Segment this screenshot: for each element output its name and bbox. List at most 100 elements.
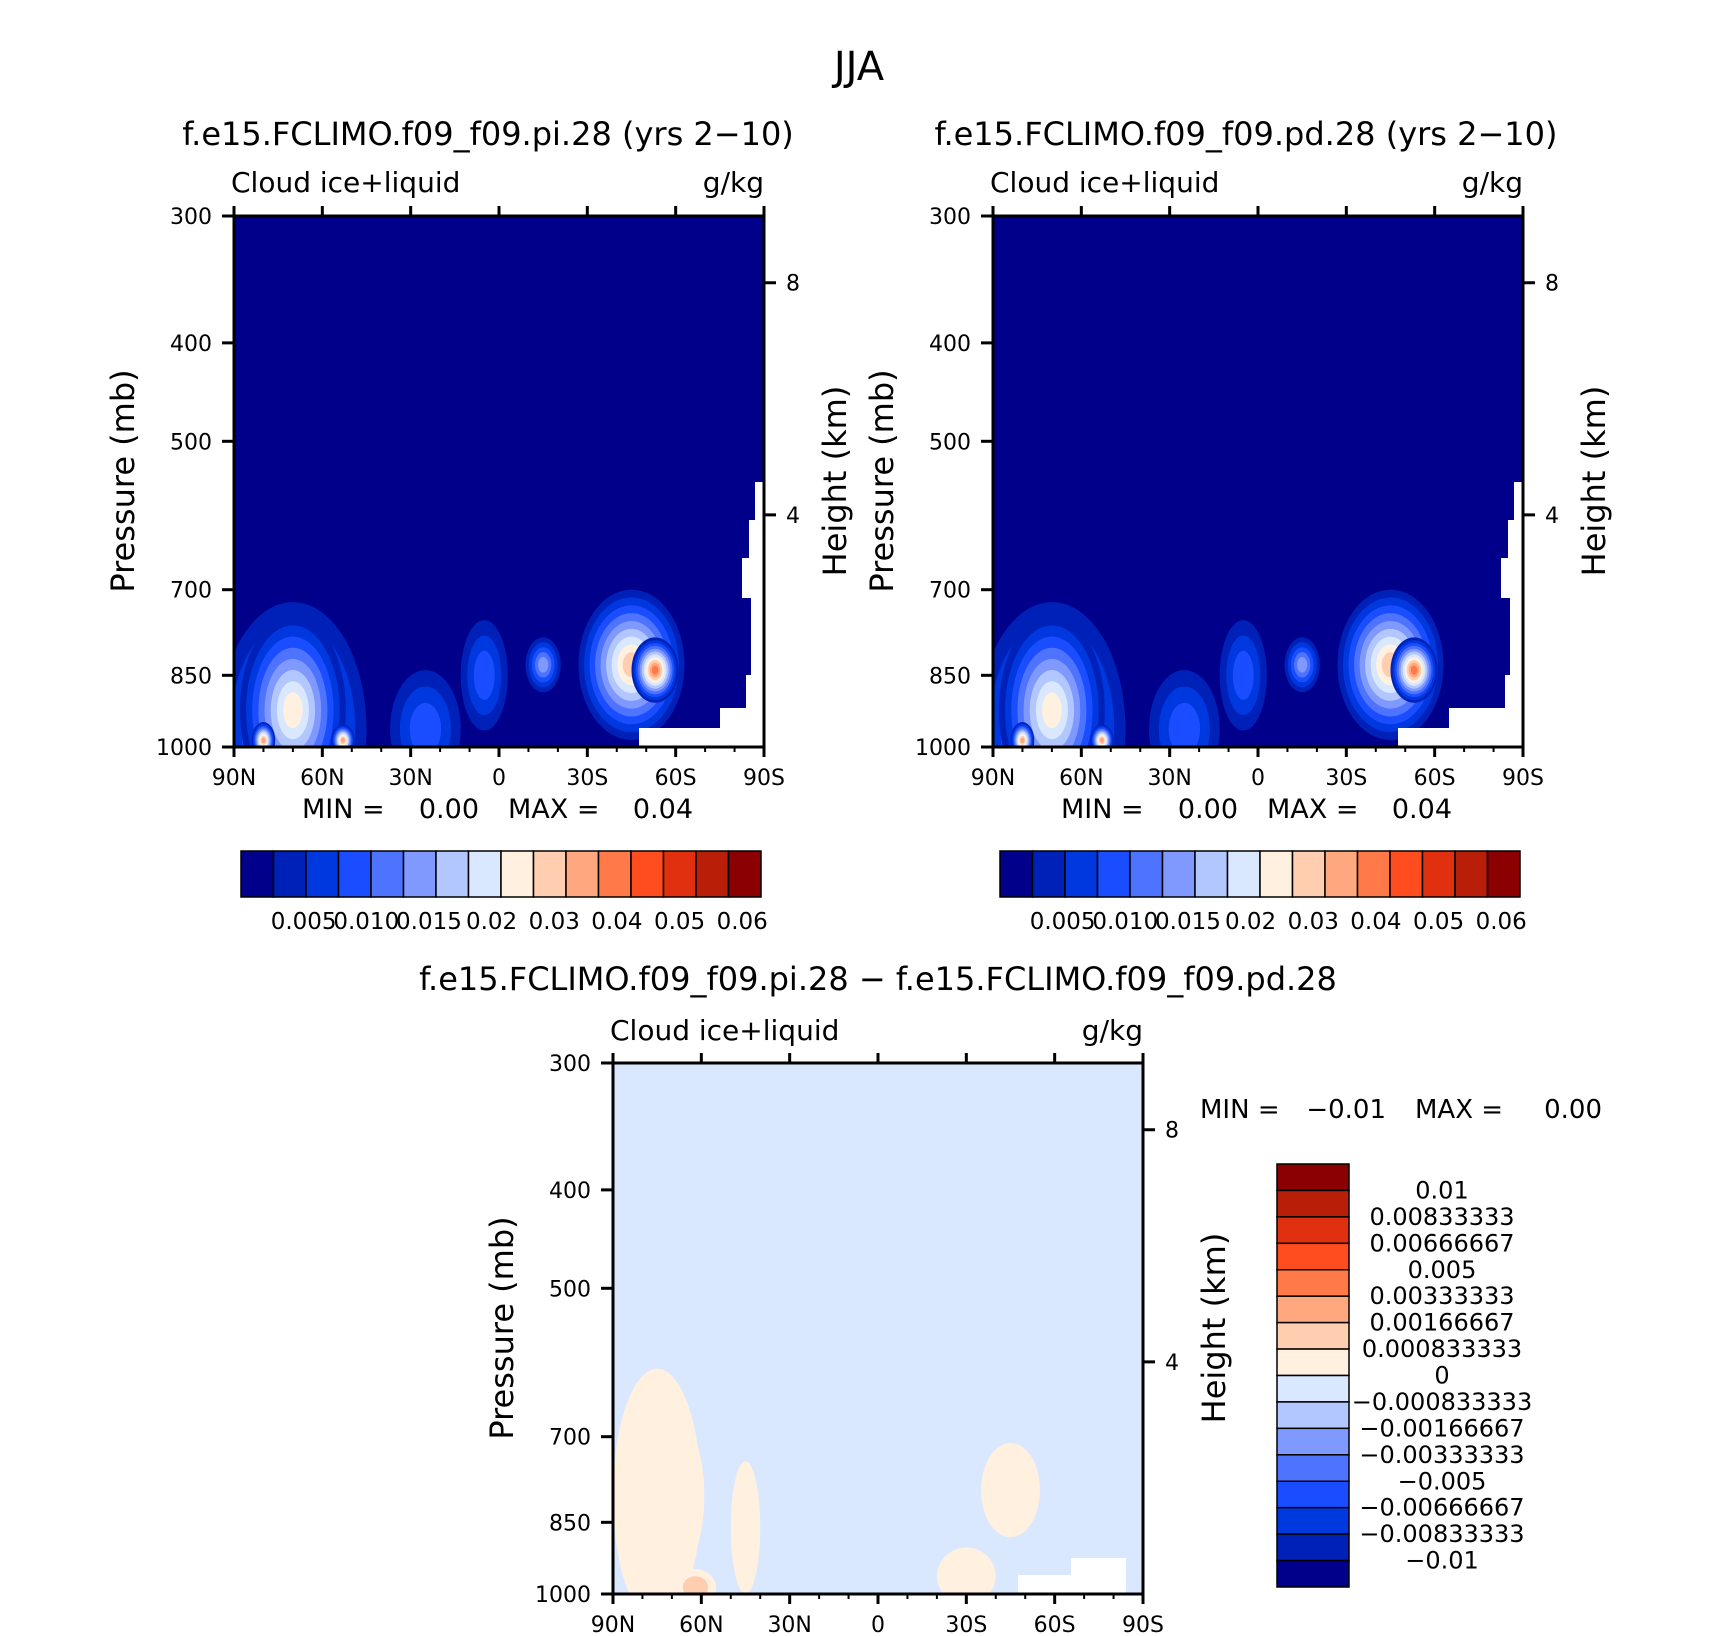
y-tick-label: 1000 — [535, 1583, 591, 1608]
colorbar-box — [630, 850, 665, 898]
colorbar-box — [1226, 850, 1261, 898]
colorbar-box — [1276, 1454, 1350, 1482]
colorbar-label: −0.01 — [1405, 1547, 1479, 1575]
colorbar-box — [999, 850, 1034, 898]
colorbar-label: 0.02 — [466, 909, 517, 935]
x-tick-label: 0 — [871, 1613, 885, 1636]
colorbar-label: −0.00333333 — [1359, 1441, 1524, 1469]
colorbar-label: 0.010 — [1092, 909, 1158, 935]
contour-field — [993, 589, 1444, 747]
main-title: JJA — [831, 44, 885, 90]
contour-band — [1410, 665, 1418, 675]
colorbar-label: −0.00166667 — [1359, 1414, 1524, 1442]
colorbar-box — [1276, 1480, 1350, 1509]
colorbar-label: 0.05 — [654, 909, 705, 935]
colorbar-box — [1096, 850, 1131, 898]
y-tick-label: 700 — [549, 1426, 591, 1451]
y-tick-label: 850 — [549, 1511, 591, 1536]
colorbar-box — [1194, 850, 1229, 898]
colorbar-box — [1356, 850, 1391, 898]
x-tick-label: 30N — [767, 1613, 811, 1636]
min-value: −0.01 — [1306, 1095, 1386, 1125]
x-tick-label: 90S — [1502, 766, 1544, 791]
colorbar-box — [1161, 850, 1196, 898]
x-tick-label: 90S — [1122, 1613, 1164, 1636]
min-label: MIN = — [1061, 794, 1144, 825]
x-tick-label: 60N — [679, 1613, 723, 1636]
y-tick-label: 500 — [170, 430, 212, 455]
y-tick-label: 700 — [170, 579, 212, 604]
contour-field — [613, 1368, 1040, 1594]
contour-band — [657, 1423, 705, 1568]
colorbar-label: 0.04 — [1350, 909, 1401, 935]
x-tick-label: 60S — [1034, 1613, 1076, 1636]
colorbar-box — [727, 850, 762, 898]
y-ticks: 300 400 500 700 850 1000 — [535, 1052, 613, 1608]
y-right-axis-label: Height (km) — [816, 386, 854, 577]
colorbar-box — [1486, 850, 1521, 898]
y-axis-label: Pressure (mb) — [104, 369, 142, 592]
contour-band — [1168, 702, 1201, 747]
colorbar-box — [1324, 850, 1359, 898]
y-right-ticks: 84 — [764, 272, 800, 529]
colorbar-label: −0.000833333 — [1352, 1388, 1532, 1416]
y-tick-label: 300 — [549, 1052, 591, 1077]
colorbar-label: 0.015 — [1155, 909, 1221, 935]
colorbar-box — [1454, 850, 1489, 898]
colorbar-label: 0.005 — [271, 909, 337, 935]
x-tick-label: 90N — [971, 766, 1015, 791]
colorbar-box — [1276, 1189, 1350, 1218]
colorbar-box — [1291, 850, 1326, 898]
colorbar-label: 0.00333333 — [1369, 1282, 1514, 1310]
colorbar-box — [500, 850, 535, 898]
y-tick-label: 300 — [170, 205, 212, 230]
colorbar-box — [1421, 850, 1456, 898]
colorbar-box — [532, 850, 567, 898]
colorbar-box — [1276, 1348, 1350, 1377]
colorbar: 0.010.008333330.006666670.0050.003333330… — [1276, 1163, 1532, 1588]
y-right-tick-label: 4 — [1165, 1351, 1179, 1376]
contour-band — [340, 737, 345, 743]
colorbar-box — [1031, 850, 1066, 898]
colorbar-label: 0.06 — [1476, 909, 1527, 935]
y-right-tick-label: 8 — [786, 272, 800, 297]
x-tick-label: 0 — [492, 766, 506, 791]
right-string: g/kg — [703, 166, 764, 199]
contour-band — [730, 1461, 761, 1594]
x-tick-label: 60S — [655, 766, 697, 791]
left-string: Cloud ice+liquid — [610, 1014, 839, 1047]
y-tick-label: 300 — [929, 205, 971, 230]
y-right-ticks: 84 — [1523, 272, 1559, 529]
left-string: Cloud ice+liquid — [231, 166, 460, 199]
colorbar-box — [337, 850, 372, 898]
colorbar-label: 0.00833333 — [1369, 1203, 1514, 1231]
colorbar-box — [402, 850, 437, 898]
max-value: 0.04 — [633, 794, 693, 825]
y-tick-label: 850 — [929, 664, 971, 689]
colorbar-label: 0.00166667 — [1369, 1309, 1514, 1337]
y-right-tick-label: 8 — [1165, 1119, 1179, 1144]
max-value: 0.04 — [1392, 794, 1452, 825]
colorbar-label: −0.005 — [1398, 1467, 1487, 1495]
y-right-tick-label: 4 — [786, 504, 800, 529]
y-right-axis-label: Height (km) — [1195, 1233, 1233, 1424]
colorbar-box — [370, 850, 405, 898]
colorbar-label: 0.015 — [396, 909, 462, 935]
colorbar-box — [1276, 1559, 1350, 1588]
y-tick-label: 400 — [170, 332, 212, 357]
colorbar-label: 0.00666667 — [1369, 1229, 1514, 1257]
colorbar-box — [1276, 1427, 1350, 1456]
colorbar-box — [662, 850, 697, 898]
panel-title: f.e15.FCLIMO.f09_f09.pi.28 − f.e15.FCLIM… — [419, 960, 1337, 998]
colorbar-box — [272, 850, 307, 898]
x-tick-label: 90S — [743, 766, 785, 791]
colorbar-box — [1259, 850, 1294, 898]
x-tick-label: 60N — [1059, 766, 1103, 791]
colorbar-box — [1276, 1374, 1350, 1403]
contour-band — [1099, 737, 1104, 743]
x-tick-label: 0 — [1251, 766, 1265, 791]
colorbar-box — [695, 850, 730, 898]
contour-band — [283, 692, 303, 729]
